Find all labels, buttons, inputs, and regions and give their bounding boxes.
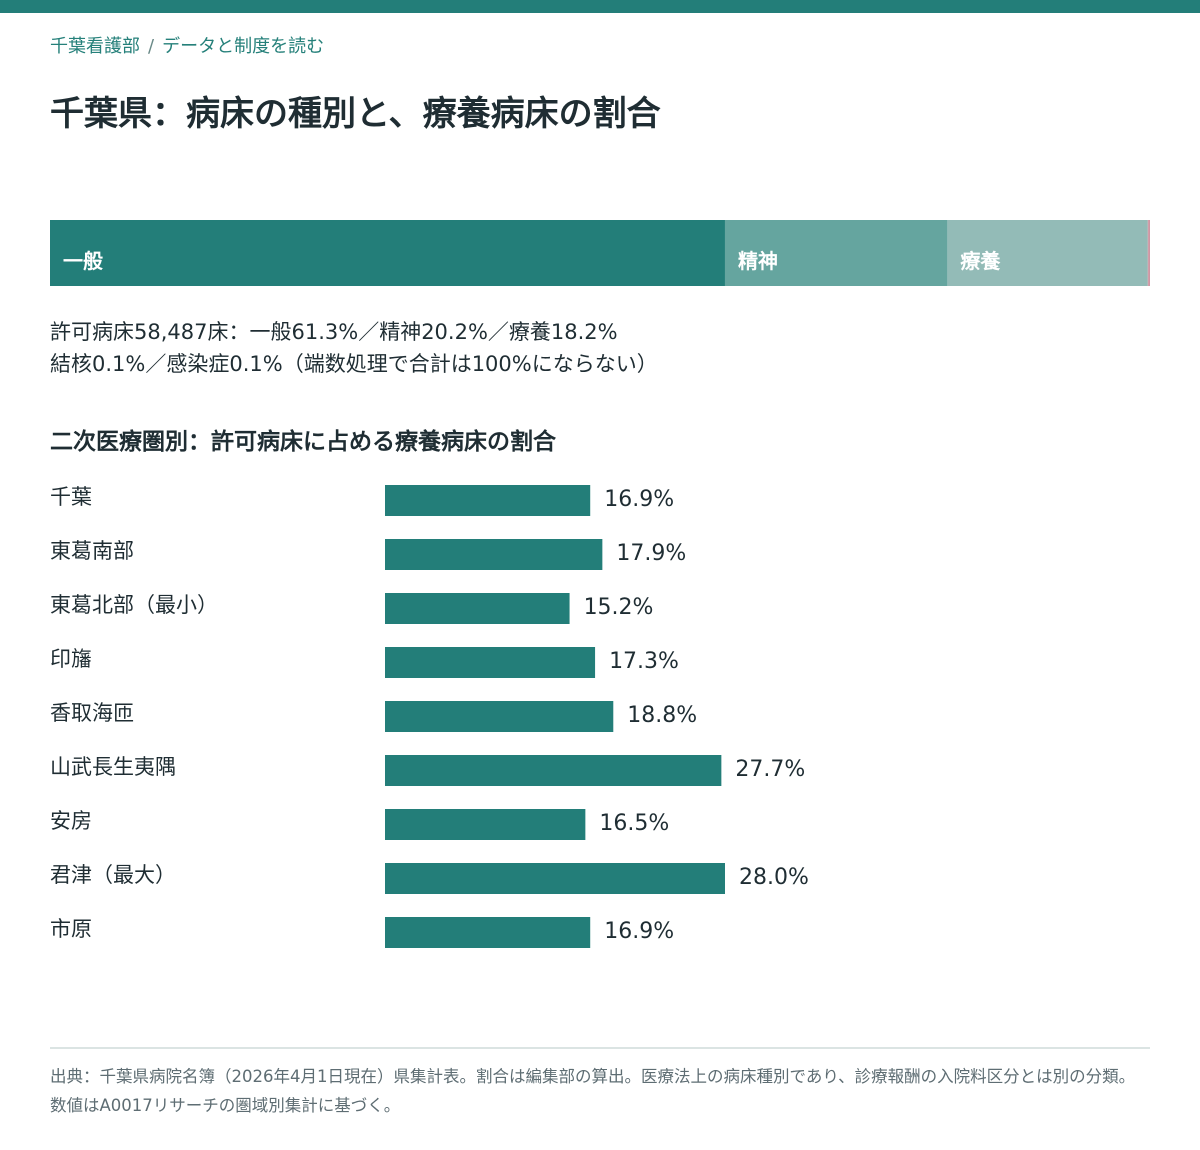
summary-line-1: 許可病床58,487床：一般61.3%／精神20.2%／療養18.2% bbox=[50, 320, 618, 344]
category-label: 君津（最大） bbox=[50, 863, 176, 887]
value-label: 27.7% bbox=[735, 757, 805, 782]
stack-segment-infectious bbox=[1148, 220, 1150, 286]
category-label: 山武長生夷隅 bbox=[50, 755, 176, 779]
value-label: 28.0% bbox=[739, 865, 809, 890]
bar bbox=[385, 701, 614, 732]
stack-label-long-term-care: 療養 bbox=[960, 249, 1001, 273]
value-label: 15.2% bbox=[584, 595, 654, 620]
chart-subheading: 二次医療圏別：許可病床に占める療養病床の割合 bbox=[50, 429, 556, 455]
summary-text: 許可病床58,487床：一般61.3%／精神20.2%／療養18.2% 結核0.… bbox=[50, 316, 658, 380]
category-label: 安房 bbox=[50, 809, 92, 833]
category-label: 東葛北部（最小） bbox=[50, 593, 218, 617]
breadcrumb-page[interactable]: データと制度を読む bbox=[162, 36, 325, 57]
stack-label-psychiatric: 精神 bbox=[738, 249, 778, 273]
bar bbox=[385, 539, 603, 570]
top-accent-bar bbox=[0, 0, 1200, 13]
value-label: 16.5% bbox=[599, 811, 669, 836]
bar bbox=[385, 485, 591, 516]
bar bbox=[385, 755, 722, 786]
bar bbox=[385, 809, 586, 840]
value-label: 16.9% bbox=[604, 487, 674, 512]
stack-segment-long-term-care bbox=[947, 220, 1148, 286]
stack-segment-tuberculosis bbox=[1147, 220, 1149, 286]
category-label: 香取海匝 bbox=[50, 701, 134, 725]
bar bbox=[385, 593, 570, 624]
bar bbox=[385, 863, 725, 894]
region-bar-chart: 千葉 16.9% 東葛南部 17.9% 東葛北部（最小） 15.2% 印旛 17.3% 香取海匝… bbox=[50, 475, 1150, 965]
category-label: 印旛 bbox=[50, 647, 92, 671]
footer-divider bbox=[50, 1047, 1150, 1049]
stack-segment-psychiatric bbox=[724, 220, 948, 286]
category-label: 市原 bbox=[50, 917, 92, 941]
category-label: 東葛南部 bbox=[50, 539, 134, 563]
bar bbox=[385, 647, 596, 678]
value-label: 16.9% bbox=[604, 919, 674, 944]
category-label: 千葉 bbox=[50, 485, 92, 509]
bed-type-stacked-bar: 一般 精神 療養 bbox=[50, 220, 1150, 286]
bar bbox=[385, 917, 591, 948]
summary-line-2: 結核0.1%／感染症0.1%（端数処理で合計は100%にならない） bbox=[50, 352, 658, 376]
stack-segment-general bbox=[50, 220, 725, 286]
value-label: 17.3% bbox=[609, 649, 679, 674]
stack-label-general: 一般 bbox=[63, 249, 103, 273]
breadcrumb: 千葉看護部 / データと制度を読む bbox=[50, 32, 324, 58]
value-label: 17.9% bbox=[616, 541, 686, 566]
source-note: 出典：千葉県病院名簿（2026年4月1日現在）県集計表。割合は編集部の算出。医療… bbox=[50, 1067, 1136, 1115]
breadcrumb-section[interactable]: 千葉看護部 bbox=[50, 36, 140, 57]
page-title: 千葉県：病床の種別と、療養病床の割合 bbox=[50, 94, 661, 134]
value-label: 18.8% bbox=[627, 703, 697, 728]
breadcrumb-separator: / bbox=[148, 36, 155, 57]
